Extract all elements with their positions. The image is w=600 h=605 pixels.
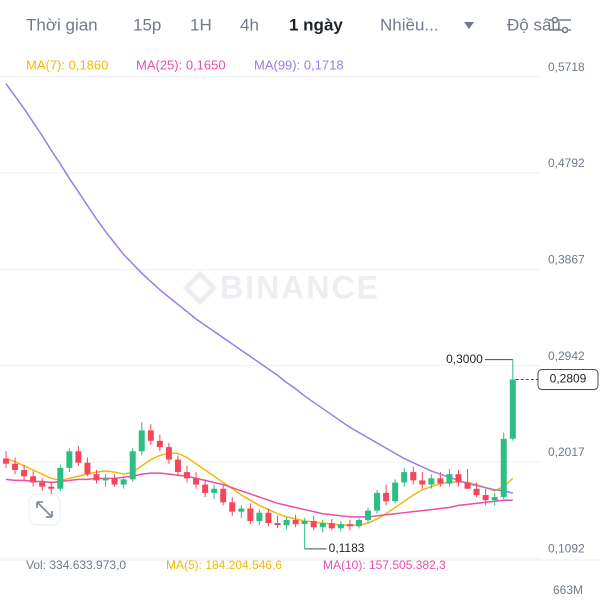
volume-legend: MA(5): 184.204.546,6 (166, 558, 282, 572)
candle-body (211, 488, 218, 493)
candle-body (365, 510, 371, 520)
dropdown-arrow[interactable] (464, 22, 474, 29)
low-label: 0,1183 (329, 541, 365, 555)
candle-body (401, 472, 408, 483)
ma-line (5, 83, 513, 494)
candle-body (66, 451, 73, 468)
candle-body (383, 492, 390, 502)
candle-body (75, 451, 82, 463)
legend-entry: MA(7): 0,1860 (26, 57, 108, 72)
candle-body (292, 519, 299, 525)
candle-body (30, 476, 37, 483)
candle-body (39, 482, 46, 487)
candle-body (265, 512, 272, 524)
candle-body (410, 472, 417, 481)
volume-legend: MA(10): 157.505.382,3 (323, 558, 446, 572)
candle-body (129, 451, 136, 480)
y-tick-label: 0,2017 (548, 445, 585, 459)
y-tick-label: 0,2942 (548, 349, 585, 363)
candle-body (482, 494, 489, 501)
tab[interactable]: 15p (133, 15, 161, 34)
expand-icon[interactable] (36, 501, 53, 518)
candle-body (147, 430, 154, 441)
candle-body (337, 524, 344, 529)
candle-body (184, 472, 190, 479)
legend-entry: MA(99): 0,1718 (254, 57, 344, 72)
candle-body (229, 502, 236, 512)
candle-body (437, 478, 444, 484)
tab[interactable]: 4h (240, 15, 259, 34)
candle-body (464, 482, 471, 489)
y-tick-label: 0,3867 (548, 253, 585, 267)
candle-body (3, 458, 9, 464)
settings-icon[interactable] (549, 16, 571, 34)
tab[interactable]: Độ sâu (507, 15, 561, 34)
last-price-label: 0,2809 (550, 372, 587, 386)
candle-body (12, 463, 19, 470)
y-tick-label: 0,4792 (548, 156, 585, 170)
candle-body (102, 478, 109, 481)
candle-body (455, 474, 462, 483)
candle-body (220, 488, 227, 503)
candle-body (57, 467, 64, 489)
candle-body (328, 523, 335, 529)
candle-body (419, 480, 426, 485)
candle-body (193, 478, 200, 485)
candle-body (392, 482, 399, 502)
y-tick-label: 0,5718 (548, 60, 585, 74)
legend-entry: MA(25): 0,1650 (136, 57, 226, 72)
candle-body (355, 519, 362, 527)
candle-body (247, 508, 254, 522)
candle-body (500, 438, 507, 498)
candle-body (310, 521, 317, 528)
tab[interactable]: Thời gian (26, 15, 98, 34)
candle-body (174, 459, 181, 473)
candle-body (93, 474, 100, 481)
watermark: BINANCE (220, 269, 380, 305)
candle-body (21, 469, 28, 477)
candle-body (446, 474, 453, 484)
candle-body (274, 523, 281, 526)
high-label: 0,3000 (446, 352, 483, 366)
tab[interactable]: 1H (190, 15, 212, 34)
volume-axis-label: 663M (553, 583, 583, 597)
watermark-logo (182, 270, 218, 306)
y-tick-label: 0,1092 (548, 541, 585, 555)
candle-body (346, 524, 353, 527)
candle-body (509, 379, 516, 439)
candle-body (256, 512, 263, 522)
ma-line (5, 452, 514, 526)
tab[interactable]: Nhiều... (380, 15, 439, 34)
candle-body (428, 478, 435, 485)
candle-body (120, 479, 127, 485)
ma-line (5, 472, 513, 518)
candle-body (111, 478, 118, 485)
candle-body (138, 430, 145, 452)
candle-body (156, 440, 163, 448)
candle-body (301, 521, 308, 525)
candle-body (48, 486, 55, 489)
candle-body (319, 523, 326, 528)
candle-body (374, 492, 381, 511)
candle-body (165, 447, 172, 460)
candle-body (491, 497, 498, 501)
candle-body (283, 519, 290, 526)
candle-body (202, 484, 209, 493)
volume-legend: Vol: 334.633.973,0 (26, 558, 126, 572)
candle-body (473, 488, 480, 495)
tab[interactable]: 1 ngày (289, 15, 343, 34)
candle-body (84, 462, 91, 475)
last-price-box (537, 369, 599, 391)
candle-body (238, 508, 245, 512)
